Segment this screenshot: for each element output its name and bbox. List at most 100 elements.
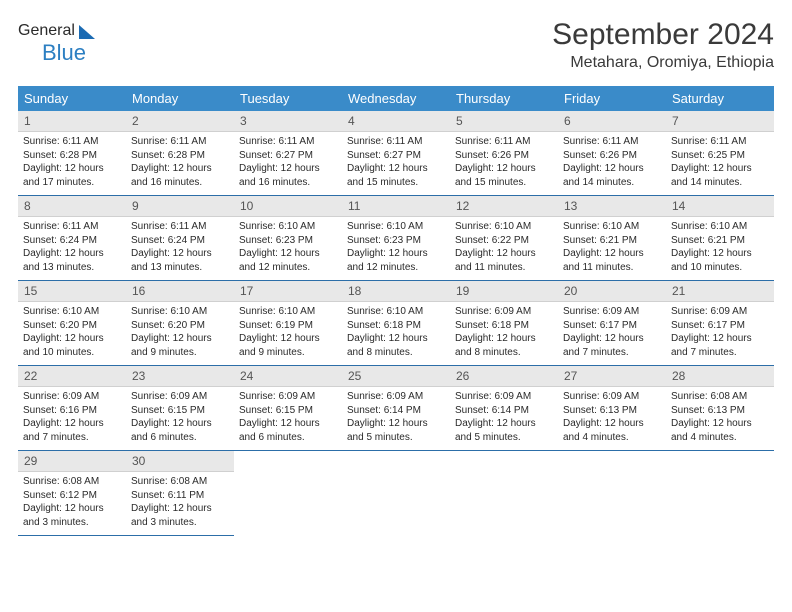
calendar-cell: 13Sunrise: 6:10 AMSunset: 6:21 PMDayligh…	[558, 196, 666, 281]
day-details: Sunrise: 6:10 AMSunset: 6:18 PMDaylight:…	[342, 302, 450, 365]
day-details: Sunrise: 6:11 AMSunset: 6:24 PMDaylight:…	[126, 217, 234, 280]
day-number: 29	[18, 451, 126, 472]
day-number: 3	[234, 111, 342, 132]
day-number: 12	[450, 196, 558, 217]
calendar-cell: 29Sunrise: 6:08 AMSunset: 6:12 PMDayligh…	[18, 451, 126, 536]
day-details: Sunrise: 6:10 AMSunset: 6:20 PMDaylight:…	[18, 302, 126, 365]
day-details: Sunrise: 6:10 AMSunset: 6:22 PMDaylight:…	[450, 217, 558, 280]
col-wednesday: Wednesday	[342, 86, 450, 111]
day-details: Sunrise: 6:09 AMSunset: 6:13 PMDaylight:…	[558, 387, 666, 450]
day-details: Sunrise: 6:10 AMSunset: 6:20 PMDaylight:…	[126, 302, 234, 365]
logo-text-blue: Blue	[42, 40, 86, 65]
calendar-cell: 19Sunrise: 6:09 AMSunset: 6:18 PMDayligh…	[450, 281, 558, 366]
day-number: 30	[126, 451, 234, 472]
day-number: 10	[234, 196, 342, 217]
logo-text-general: General	[18, 22, 75, 40]
day-number: 21	[666, 281, 774, 302]
calendar-header-row: Sunday Monday Tuesday Wednesday Thursday…	[18, 86, 774, 111]
day-details: Sunrise: 6:09 AMSunset: 6:14 PMDaylight:…	[450, 387, 558, 450]
logo-text-blue-wrap: Blue	[42, 40, 86, 66]
calendar-cell: 25Sunrise: 6:09 AMSunset: 6:14 PMDayligh…	[342, 366, 450, 451]
day-number: 13	[558, 196, 666, 217]
col-friday: Friday	[558, 86, 666, 111]
day-number: 5	[450, 111, 558, 132]
calendar-cell: 3Sunrise: 6:11 AMSunset: 6:27 PMDaylight…	[234, 111, 342, 196]
col-monday: Monday	[126, 86, 234, 111]
calendar-cell: 27Sunrise: 6:09 AMSunset: 6:13 PMDayligh…	[558, 366, 666, 451]
calendar-cell: 24Sunrise: 6:09 AMSunset: 6:15 PMDayligh…	[234, 366, 342, 451]
day-details: Sunrise: 6:08 AMSunset: 6:12 PMDaylight:…	[18, 472, 126, 535]
col-thursday: Thursday	[450, 86, 558, 111]
calendar-body: 1Sunrise: 6:11 AMSunset: 6:28 PMDaylight…	[18, 111, 774, 536]
day-number: 9	[126, 196, 234, 217]
day-number: 1	[18, 111, 126, 132]
day-number: 4	[342, 111, 450, 132]
day-number: 17	[234, 281, 342, 302]
location-subtitle: Metahara, Oromiya, Ethiopia	[552, 54, 774, 72]
day-number: 2	[126, 111, 234, 132]
day-number: 6	[558, 111, 666, 132]
day-details: Sunrise: 6:10 AMSunset: 6:19 PMDaylight:…	[234, 302, 342, 365]
day-details: Sunrise: 6:11 AMSunset: 6:27 PMDaylight:…	[342, 132, 450, 195]
calendar-cell	[342, 451, 450, 536]
title-block: September 2024 Metahara, Oromiya, Ethiop…	[552, 18, 774, 72]
calendar-cell: 23Sunrise: 6:09 AMSunset: 6:15 PMDayligh…	[126, 366, 234, 451]
calendar-cell	[558, 451, 666, 536]
month-title: September 2024	[552, 18, 774, 52]
day-details: Sunrise: 6:11 AMSunset: 6:26 PMDaylight:…	[558, 132, 666, 195]
calendar-cell: 21Sunrise: 6:09 AMSunset: 6:17 PMDayligh…	[666, 281, 774, 366]
day-details: Sunrise: 6:11 AMSunset: 6:28 PMDaylight:…	[18, 132, 126, 195]
day-number: 25	[342, 366, 450, 387]
day-details: Sunrise: 6:10 AMSunset: 6:23 PMDaylight:…	[342, 217, 450, 280]
calendar-row: 8Sunrise: 6:11 AMSunset: 6:24 PMDaylight…	[18, 196, 774, 281]
day-number: 24	[234, 366, 342, 387]
calendar-cell	[234, 451, 342, 536]
day-details: Sunrise: 6:11 AMSunset: 6:28 PMDaylight:…	[126, 132, 234, 195]
calendar-cell: 15Sunrise: 6:10 AMSunset: 6:20 PMDayligh…	[18, 281, 126, 366]
page-header: General September 2024 Metahara, Oromiya…	[18, 18, 774, 72]
day-details: Sunrise: 6:08 AMSunset: 6:11 PMDaylight:…	[126, 472, 234, 535]
day-number: 20	[558, 281, 666, 302]
day-details: Sunrise: 6:09 AMSunset: 6:14 PMDaylight:…	[342, 387, 450, 450]
day-details: Sunrise: 6:09 AMSunset: 6:15 PMDaylight:…	[234, 387, 342, 450]
day-number: 7	[666, 111, 774, 132]
calendar-cell: 26Sunrise: 6:09 AMSunset: 6:14 PMDayligh…	[450, 366, 558, 451]
day-details: Sunrise: 6:10 AMSunset: 6:23 PMDaylight:…	[234, 217, 342, 280]
calendar-row: 1Sunrise: 6:11 AMSunset: 6:28 PMDaylight…	[18, 111, 774, 196]
calendar-cell: 12Sunrise: 6:10 AMSunset: 6:22 PMDayligh…	[450, 196, 558, 281]
calendar-cell: 5Sunrise: 6:11 AMSunset: 6:26 PMDaylight…	[450, 111, 558, 196]
day-details: Sunrise: 6:08 AMSunset: 6:13 PMDaylight:…	[666, 387, 774, 450]
calendar-cell: 9Sunrise: 6:11 AMSunset: 6:24 PMDaylight…	[126, 196, 234, 281]
calendar-cell: 2Sunrise: 6:11 AMSunset: 6:28 PMDaylight…	[126, 111, 234, 196]
calendar-row: 29Sunrise: 6:08 AMSunset: 6:12 PMDayligh…	[18, 451, 774, 536]
day-number: 16	[126, 281, 234, 302]
calendar-cell: 22Sunrise: 6:09 AMSunset: 6:16 PMDayligh…	[18, 366, 126, 451]
day-number: 14	[666, 196, 774, 217]
calendar-cell: 20Sunrise: 6:09 AMSunset: 6:17 PMDayligh…	[558, 281, 666, 366]
calendar-cell: 10Sunrise: 6:10 AMSunset: 6:23 PMDayligh…	[234, 196, 342, 281]
day-details: Sunrise: 6:09 AMSunset: 6:18 PMDaylight:…	[450, 302, 558, 365]
day-number: 28	[666, 366, 774, 387]
calendar-cell: 7Sunrise: 6:11 AMSunset: 6:25 PMDaylight…	[666, 111, 774, 196]
col-sunday: Sunday	[18, 86, 126, 111]
day-number: 8	[18, 196, 126, 217]
day-details: Sunrise: 6:09 AMSunset: 6:16 PMDaylight:…	[18, 387, 126, 450]
calendar-cell: 6Sunrise: 6:11 AMSunset: 6:26 PMDaylight…	[558, 111, 666, 196]
day-number: 15	[18, 281, 126, 302]
calendar-row: 15Sunrise: 6:10 AMSunset: 6:20 PMDayligh…	[18, 281, 774, 366]
calendar-cell	[666, 451, 774, 536]
day-details: Sunrise: 6:10 AMSunset: 6:21 PMDaylight:…	[666, 217, 774, 280]
day-number: 11	[342, 196, 450, 217]
day-number: 18	[342, 281, 450, 302]
calendar-row: 22Sunrise: 6:09 AMSunset: 6:16 PMDayligh…	[18, 366, 774, 451]
col-saturday: Saturday	[666, 86, 774, 111]
day-number: 27	[558, 366, 666, 387]
col-tuesday: Tuesday	[234, 86, 342, 111]
day-details: Sunrise: 6:11 AMSunset: 6:26 PMDaylight:…	[450, 132, 558, 195]
calendar-cell: 4Sunrise: 6:11 AMSunset: 6:27 PMDaylight…	[342, 111, 450, 196]
day-number: 22	[18, 366, 126, 387]
calendar-cell: 8Sunrise: 6:11 AMSunset: 6:24 PMDaylight…	[18, 196, 126, 281]
day-details: Sunrise: 6:09 AMSunset: 6:17 PMDaylight:…	[558, 302, 666, 365]
calendar-cell	[450, 451, 558, 536]
calendar-cell: 11Sunrise: 6:10 AMSunset: 6:23 PMDayligh…	[342, 196, 450, 281]
